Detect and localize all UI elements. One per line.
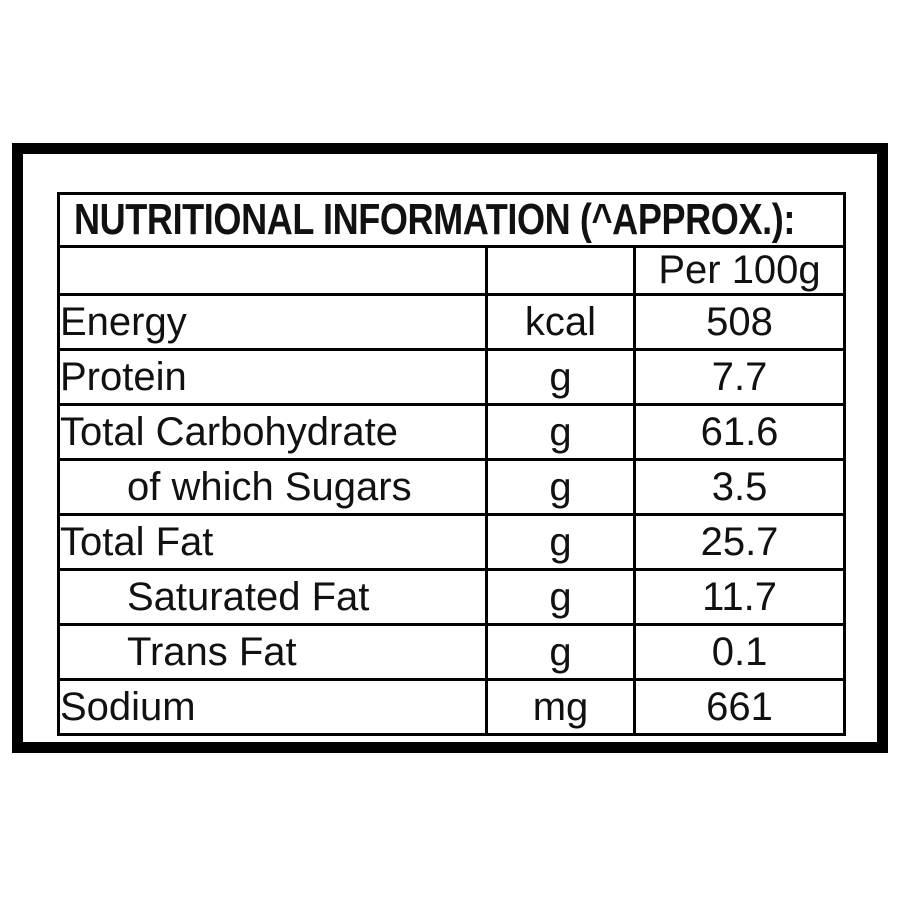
row-saturated-fat: Saturated Fat g 11.7 [57,568,847,626]
row-of-which-sugars: of which Sugars g 3.5 [57,458,847,516]
unit-cell: mg [485,678,636,736]
unit-cell: g [485,513,636,571]
row-trans-fat: Trans Fat g 0.1 [57,623,847,681]
unit-cell: g [485,403,636,461]
row-total-carbohydrate: Total Carbohydrate g 61.6 [57,403,847,461]
header-unit-cell [485,245,636,296]
nutrient-cell: Trans Fat [57,623,488,681]
column-header-row: Per 100g [57,245,847,296]
nutrient-cell: Energy [57,293,488,351]
value-cell: 25.7 [632,513,847,571]
header-per-100g: Per 100g [632,245,847,296]
nutrient-cell: Saturated Fat [57,568,488,626]
table-title: NUTRITIONAL INFORMATION (^APPROX.): [74,195,795,244]
value-cell: 7.7 [632,348,847,406]
nutrient-cell: Total Carbohydrate [57,403,488,461]
value-cell: 0.1 [632,623,847,681]
unit-cell: g [485,568,636,626]
header-nutrient-cell [57,245,488,296]
row-total-fat: Total Fat g 25.7 [57,513,847,571]
value-cell: 61.6 [632,403,847,461]
unit-cell: kcal [485,293,636,351]
value-cell: 3.5 [632,458,847,516]
row-protein: Protein g 7.7 [57,348,847,406]
outer-frame: NUTRITIONAL INFORMATION (^APPROX.): Per … [12,143,888,753]
unit-cell: g [485,348,636,406]
row-energy: Energy kcal 508 [57,293,847,351]
table-title-cell: NUTRITIONAL INFORMATION (^APPROX.): [56,192,847,248]
unit-cell: g [485,623,636,681]
unit-cell: g [485,458,636,516]
nutrient-cell: Sodium [57,678,488,736]
value-cell: 11.7 [632,568,847,626]
nutrient-cell: Protein [57,348,488,406]
nutrient-cell: of which Sugars [57,458,488,516]
value-cell: 661 [632,678,847,736]
value-cell: 508 [632,293,847,351]
nutrition-table: NUTRITIONAL INFORMATION (^APPROX.): Per … [56,192,847,736]
nutrient-cell: Total Fat [57,513,488,571]
row-sodium: Sodium mg 661 [57,678,847,736]
title-row: NUTRITIONAL INFORMATION (^APPROX.): [56,192,847,248]
